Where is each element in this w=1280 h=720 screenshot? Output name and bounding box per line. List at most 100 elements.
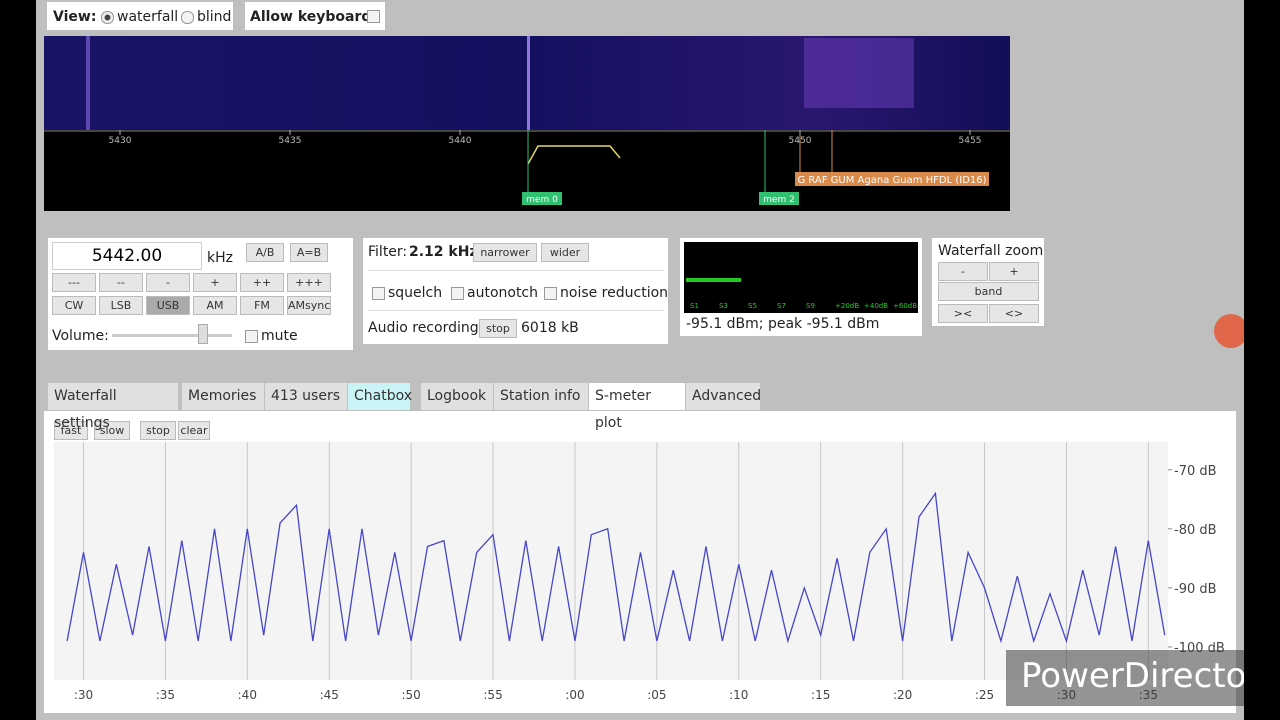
view-label: View: (53, 9, 97, 25)
mute-toggle[interactable]: mute (245, 328, 298, 344)
x-tick-label: :55 (483, 688, 502, 702)
smeter-reading: -95.1 dBm; peak -95.1 dBm (686, 316, 880, 332)
y-tick-label: -70 dB (1174, 464, 1217, 479)
station-label: G RAF GUM Agana Guam HFDL (ID16) (797, 175, 986, 186)
checkbox-label: squelch (388, 285, 443, 301)
watermark: PowerDirector (1021, 656, 1244, 696)
smeter-scale-label: +40dB (864, 302, 888, 310)
mode-button[interactable]: AM (193, 296, 237, 315)
waterfall: G RAF GUM Agana Guam HFDL (ID16) mem 0 m… (44, 36, 1010, 211)
signal-trace (527, 36, 530, 130)
smeter-display: S1 S3 S5 S7 S9 +20dB +40dB +60dB (684, 242, 918, 313)
zoom-band[interactable]: band (938, 282, 1039, 301)
radio-label: blind (197, 9, 232, 25)
radio-blind[interactable]: blind (181, 9, 231, 25)
mute-label: mute (261, 328, 298, 344)
keyboard-checkbox[interactable] (367, 10, 380, 23)
plot-button[interactable]: fast (54, 421, 88, 440)
volume-thumb[interactable] (198, 324, 208, 344)
plot-area (54, 442, 1168, 680)
tab[interactable]: Logbook (421, 383, 493, 410)
checkbox-label: autonotch (467, 285, 539, 301)
tab[interactable]: Station info (494, 383, 588, 410)
logo (1214, 314, 1244, 348)
watermark-bg (1006, 650, 1244, 706)
divider (368, 270, 664, 271)
station-tag (795, 172, 989, 186)
step-button[interactable]: - (146, 273, 190, 292)
plot-button[interactable]: clear (178, 421, 210, 440)
recording-stop[interactable]: stop (479, 319, 517, 338)
signal-trace (86, 36, 90, 130)
wider-button[interactable]: wider (541, 243, 589, 262)
x-tick-label: :20 (893, 688, 912, 702)
tab[interactable]: Waterfall settings (48, 383, 178, 431)
smeter-bg (684, 242, 918, 313)
ab-button[interactable]: A/B (246, 243, 284, 262)
radio-label: waterfall (117, 9, 179, 25)
mode-button[interactable]: FM (240, 296, 284, 315)
x-tick-label: :50 (401, 688, 420, 702)
smeter-trace (66, 491, 1166, 644)
noise-reduction-toggle[interactable]: noise reduction (544, 285, 668, 301)
freq-label: 5450 (789, 136, 812, 146)
mode-button[interactable]: LSB (99, 296, 143, 315)
tab[interactable]: Memories (182, 383, 264, 410)
zoom-out[interactable]: - (938, 262, 988, 281)
narrower-button[interactable]: narrower (473, 243, 537, 262)
mode-button[interactable]: CW (52, 296, 96, 315)
tuning-panel: 5442.00 kHz Volume: mute A/B A=B --- -- - + ++… (48, 238, 353, 350)
smeter-scale-label: S9 (806, 302, 815, 310)
plot-button[interactable]: slow (94, 421, 130, 440)
filter-width: 2.12 kHz (409, 244, 478, 260)
tab[interactable]: S-meter plot (589, 383, 685, 431)
volume-label: Volume: (52, 328, 109, 344)
tab[interactable]: 413 users (265, 383, 347, 410)
y-tick-label: -90 dB (1174, 582, 1217, 597)
mode-button[interactable]: USB (146, 296, 190, 315)
marker-label: mem 2 (763, 195, 795, 205)
filter-label: Filter: (368, 244, 408, 260)
x-tick-label: :35 (156, 688, 175, 702)
tab[interactable]: Chatbox (348, 383, 412, 410)
filter-panel: Filter: 2.12 kHz narrower wider squelch … (363, 238, 668, 344)
recording-label: Audio recording (368, 320, 479, 336)
volume-slider[interactable] (112, 334, 232, 337)
step-button[interactable]: ++ (240, 273, 284, 292)
radio-waterfall[interactable]: waterfall (101, 9, 178, 25)
step-button[interactable]: -- (99, 273, 143, 292)
x-tick-label: :25 (975, 688, 994, 702)
marker-tag (522, 192, 562, 205)
step-button[interactable]: --- (52, 273, 96, 292)
x-tick-label: :30 (74, 688, 93, 702)
autonotch-toggle[interactable]: autonotch (451, 285, 538, 301)
frequency-input[interactable]: 5442.00 (52, 242, 202, 270)
smeter-bar (686, 278, 741, 282)
zoom-wide[interactable]: <> (989, 304, 1039, 323)
smeter-scale-label: +20dB (835, 302, 859, 310)
smeter-scale-label: S7 (777, 302, 786, 310)
sdr-ui: View: waterfall blind Allow keyboard: G … (36, 0, 1244, 720)
freq-label: 5455 (959, 136, 982, 146)
mode-button[interactable]: AMsync (287, 296, 331, 315)
ab-button[interactable]: A=B (290, 243, 328, 262)
passband (527, 145, 621, 165)
zoom-in[interactable]: + (989, 262, 1039, 281)
tab[interactable]: Advanced (686, 383, 761, 410)
plot-button[interactable]: stop (140, 421, 176, 440)
x-tick-label: :05 (647, 688, 666, 702)
step-button[interactable]: +++ (287, 273, 331, 292)
squelch-toggle[interactable]: squelch (372, 285, 442, 301)
x-tick-label: :40 (238, 688, 257, 702)
smeter-scale-label: S3 (719, 302, 728, 310)
step-button[interactable]: + (193, 273, 237, 292)
smeter-scale-label: S1 (690, 302, 699, 310)
checkbox-label: noise reduction (560, 285, 669, 301)
recording-size: 6018 kB (521, 320, 579, 336)
zoom-panel: Waterfall zoom - + band >< <> (932, 238, 1044, 326)
plot-panel: :30:35:40:45:50:55:00:05:10:15:20:25:30:… (44, 411, 1236, 713)
signal-burst (804, 38, 914, 108)
zoom-narrow[interactable]: >< (938, 304, 988, 323)
x-tick-label: :15 (811, 688, 830, 702)
